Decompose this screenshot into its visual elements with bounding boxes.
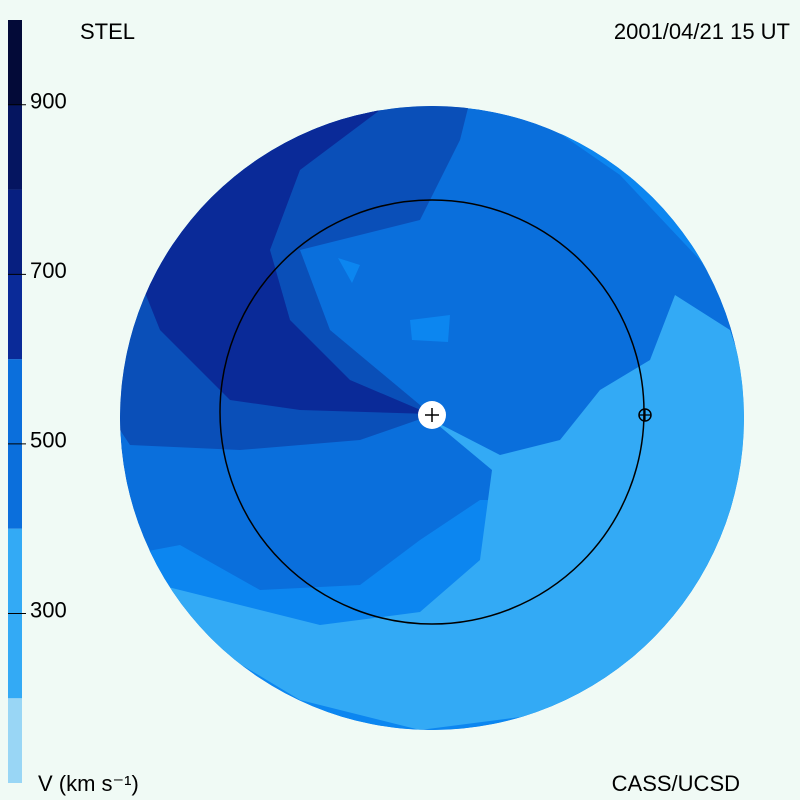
credit: CASS/UCSD <box>612 771 740 796</box>
colorbar-tick-label: 300 <box>30 597 67 622</box>
timestamp: 2001/04/21 15 UT <box>614 19 790 44</box>
colorbar-tick-label: 900 <box>30 89 67 114</box>
title: STEL <box>80 19 135 44</box>
region-island <box>338 258 360 283</box>
colorbar-band <box>8 20 22 105</box>
earth-orbit <box>219 199 645 625</box>
colorbar-tick-label: 700 <box>30 258 67 283</box>
region-island <box>410 315 450 342</box>
colorbar-band <box>8 698 22 783</box>
earth-marker <box>639 409 651 421</box>
colorbar-label: V (km s⁻¹) <box>38 771 139 796</box>
colorbar-band <box>8 274 22 360</box>
region-slow <box>160 295 744 730</box>
colorbar-band <box>8 189 22 275</box>
colorbar-tick-label: 500 <box>30 428 67 453</box>
colorbar: 300 500 700 900 <box>8 20 67 783</box>
sun-marker <box>425 408 439 422</box>
colorbar-band <box>8 104 22 190</box>
